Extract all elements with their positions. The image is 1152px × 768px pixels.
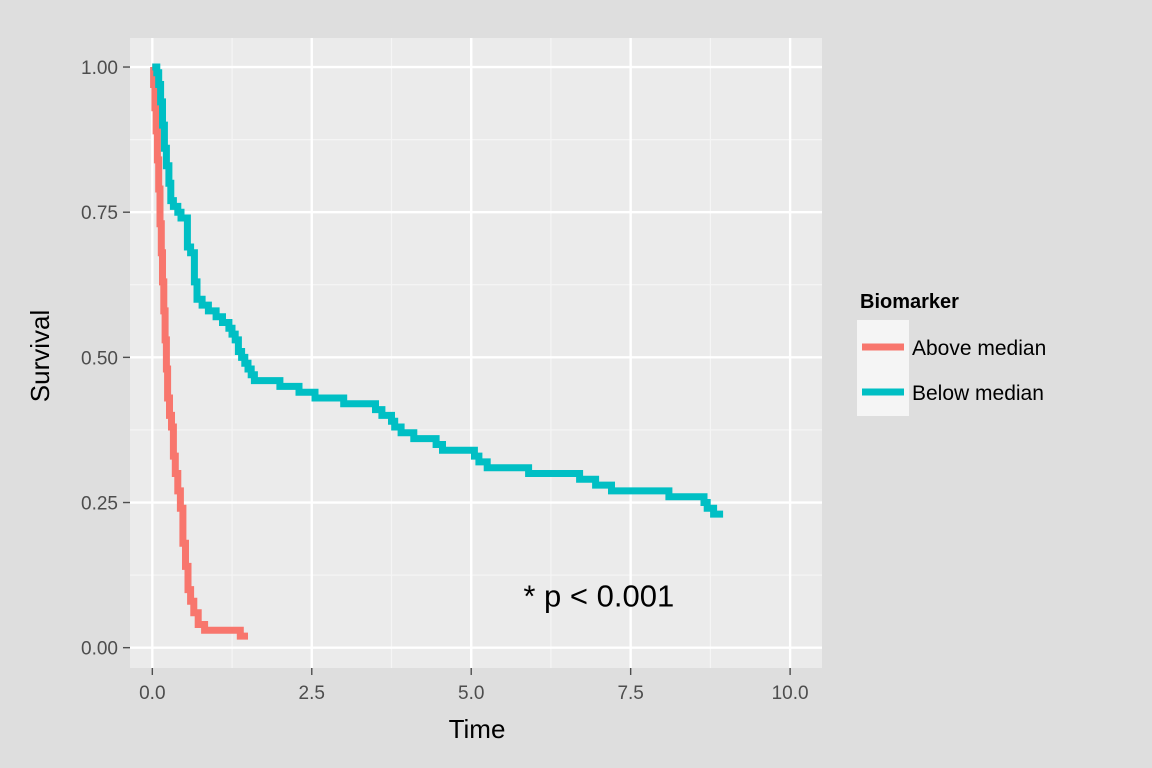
y-tick-label: 0.25 <box>81 494 118 515</box>
y-tick-label: 0.75 <box>81 203 118 224</box>
x-tick-label: 10.0 <box>772 683 809 704</box>
legend-label-above-median: Above median <box>912 337 1046 360</box>
x-tick-label: 7.5 <box>617 683 643 704</box>
y-tick-label: 0.50 <box>81 348 118 369</box>
legend: Biomarker Above median Below median <box>857 291 1046 416</box>
x-axis: 0.0 2.5 5.0 7.5 10.0 <box>139 668 809 704</box>
x-tick-label: 2.5 <box>299 683 325 704</box>
p-value-annotation: * p < 0.001 <box>523 578 674 613</box>
plot-panel <box>130 38 822 668</box>
x-tick-label: 5.0 <box>458 683 484 704</box>
legend-key-background <box>857 320 909 416</box>
y-tick-label: 1.00 <box>81 58 118 79</box>
series-line-above-median <box>150 63 248 640</box>
x-tick-label: 0.0 <box>139 683 165 704</box>
y-axis-title: Survival <box>25 310 55 402</box>
legend-title: Biomarker <box>860 291 959 313</box>
series-layer <box>150 63 724 640</box>
minor-gridlines <box>130 38 822 668</box>
y-axis: 0.00 0.25 0.50 0.75 1.00 <box>81 58 130 660</box>
legend-label-below-median: Below median <box>912 382 1044 405</box>
x-axis-title: Time <box>449 714 506 744</box>
series-line-below-median <box>152 63 724 518</box>
y-tick-label: 0.00 <box>81 639 118 660</box>
